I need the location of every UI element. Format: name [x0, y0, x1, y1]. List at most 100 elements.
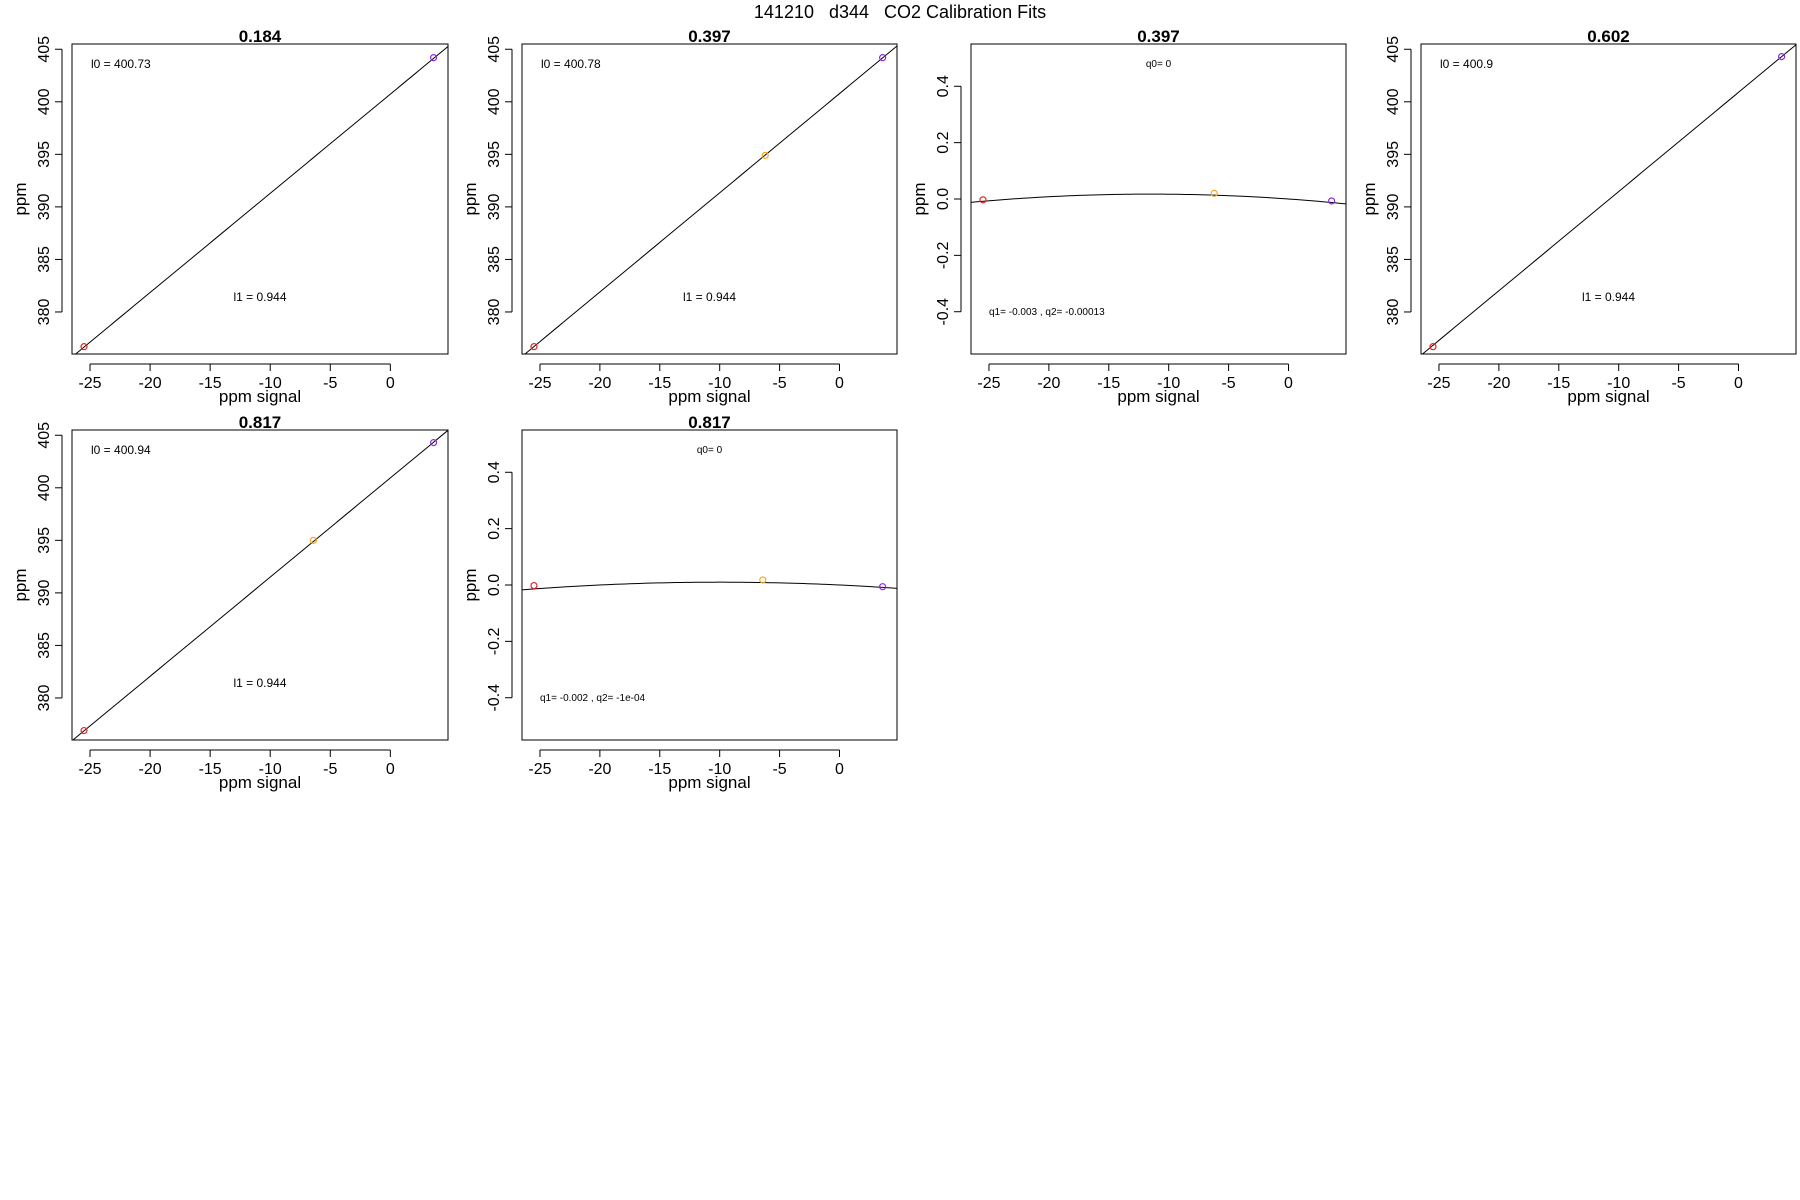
fit-line [524, 45, 897, 354]
y-tick-label: 380 [486, 299, 503, 326]
x-axis-label: ppm signal [219, 387, 301, 406]
chart-title: 0.397 [1137, 27, 1180, 46]
annotation-text: l1 = 0.944 [683, 290, 736, 304]
x-tick-label: -5 [772, 761, 786, 778]
y-tick-label: -0.4 [486, 684, 503, 712]
x-axis-label: ppm signal [1567, 387, 1649, 406]
data-point [761, 151, 769, 159]
data-point [309, 536, 318, 544]
x-tick-label: -25 [1427, 375, 1450, 392]
y-tick-label: 400 [486, 88, 503, 115]
x-tick-label: -10 [708, 375, 731, 392]
data-point [1429, 343, 1437, 351]
fit-line [522, 581, 897, 591]
x-tick-label: -5 [323, 375, 337, 392]
chart-title: 0.817 [239, 413, 282, 432]
y-tick-label: 0.2 [486, 517, 503, 539]
x-tick-label: -5 [1671, 375, 1685, 392]
x-tick-label: -15 [1547, 375, 1570, 392]
data-point [1778, 53, 1786, 61]
y-tick-label: 385 [1385, 246, 1402, 273]
x-tick-label: 0 [1284, 375, 1293, 392]
y-tick-label: 385 [36, 632, 53, 659]
x-tick-label: -20 [1487, 375, 1510, 392]
y-tick-label: 390 [36, 193, 53, 220]
fit-line [74, 46, 448, 354]
chart-panel-4: 0.602 -25 -20 -15 -10 -5 0 ppm signal 380 385 390 3… [1360, 27, 1797, 406]
y-tick-label: 0.0 [935, 188, 952, 210]
data-point [80, 343, 88, 351]
annotation-text: l0 = 400.9 [1440, 57, 1493, 71]
y-tick-label: 0.2 [935, 131, 952, 153]
x-tick-label: -5 [323, 761, 337, 778]
x-tick-label: -15 [1097, 375, 1120, 392]
x-tick-label: 0 [386, 375, 395, 392]
x-tick-label: -10 [708, 761, 731, 778]
data-point [1210, 189, 1218, 197]
y-tick-label: 405 [36, 36, 53, 63]
data-point [80, 726, 88, 735]
y-axis-label: ppm [910, 182, 929, 215]
x-tick-label: -15 [648, 375, 671, 392]
chart-title: 0.817 [688, 413, 731, 432]
x-tick-label: -20 [139, 761, 162, 778]
x-tick-label: -15 [648, 761, 671, 778]
fit-line [1421, 44, 1796, 354]
plot-frame [71, 429, 449, 741]
x-tick-label: -25 [977, 375, 1000, 392]
chart-title: 0.602 [1587, 27, 1630, 46]
x-tick-label: 0 [835, 375, 844, 392]
y-tick-label: -0.2 [486, 627, 503, 655]
x-tick-label: 0 [386, 761, 395, 778]
y-tick-label: 395 [1385, 141, 1402, 168]
page-title: 141210 d344 CO2 Calibration Fits [753, 2, 1047, 22]
chart-panel-2: 0.397 -25 -20 -15 -10 -5 0 ppm signal 380 385 390 3… [461, 27, 898, 406]
x-axis-label: ppm signal [668, 387, 750, 406]
x-axis-label: ppm signal [1117, 387, 1199, 406]
y-axis-label: ppm [11, 568, 30, 601]
chart-panel-6: 0.817 -25 -20 -15 -10 -5 0 ppm signal -0.4 -0.2 0.… [461, 413, 898, 792]
y-axis-label: ppm [11, 182, 30, 215]
x-tick-label: -20 [139, 375, 162, 392]
x-tick-label: -25 [78, 375, 101, 392]
x-tick-label: -10 [259, 375, 282, 392]
x-tick-label: 0 [835, 761, 844, 778]
annotation-text: q1= -0.003 , q2= -0.00013 [989, 307, 1105, 318]
y-tick-label: 405 [1385, 36, 1402, 63]
y-axis-label: ppm [1360, 182, 1379, 215]
annotation-text: l1 = 0.944 [233, 290, 286, 304]
x-tick-label: -10 [259, 761, 282, 778]
x-tick-label: -5 [1221, 375, 1235, 392]
annotation-text: l0 = 400.94 [91, 443, 151, 457]
x-tick-label: -15 [199, 761, 222, 778]
y-tick-label: 400 [1385, 88, 1402, 115]
plot-frame [1420, 43, 1797, 355]
y-tick-label: 390 [1385, 193, 1402, 220]
chart-panel-5: 0.817 -25 -20 -15 -10 -5 0 ppm signal 380 385 390 3… [11, 413, 449, 792]
y-tick-label: 395 [36, 527, 53, 554]
chart-title: 0.397 [688, 27, 731, 46]
y-tick-label: 395 [36, 141, 53, 168]
y-tick-label: 0.4 [486, 461, 503, 483]
data-point [429, 439, 438, 447]
plot-frame [970, 43, 1347, 355]
x-axis-label: ppm signal [668, 773, 750, 792]
x-tick-label: -10 [1607, 375, 1630, 392]
y-tick-label: 405 [486, 36, 503, 63]
x-tick-label: -15 [199, 375, 222, 392]
data-point [979, 196, 987, 204]
data-point [759, 576, 767, 584]
y-tick-label: -0.4 [935, 298, 952, 326]
y-tick-label: 390 [486, 193, 503, 220]
annotation-text: l0 = 400.78 [541, 57, 601, 71]
x-tick-label: -25 [528, 375, 551, 392]
y-axis-label: ppm [461, 182, 480, 215]
chart-panel-1: 0.184 -25 -20 -15 -10 -5 0 ppm signal 380 385 390 3… [11, 27, 449, 406]
x-tick-label: -5 [772, 375, 786, 392]
x-axis-label: ppm signal [219, 773, 301, 792]
data-point [879, 583, 887, 591]
plot-frame [71, 43, 449, 355]
y-tick-label: 380 [36, 685, 53, 712]
annotation-text: q1= -0.002 , q2= -1e-04 [540, 693, 646, 704]
